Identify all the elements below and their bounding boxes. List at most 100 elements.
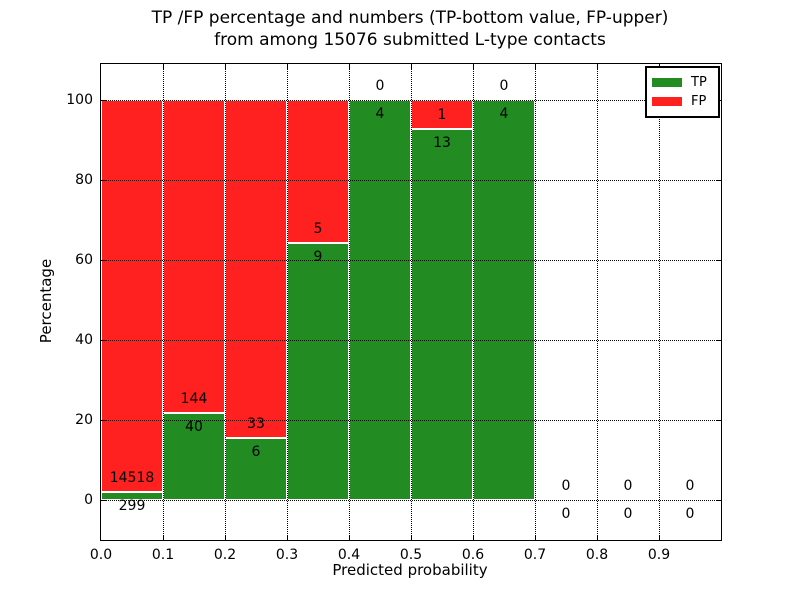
- legend: TP FP: [645, 66, 720, 118]
- y-tick-label: 0: [84, 492, 93, 508]
- x-tick: [287, 64, 288, 69]
- x-tick: [411, 64, 412, 69]
- tp-count-label: 4: [375, 106, 385, 122]
- x-axis-label: Predicted probability: [332, 561, 488, 579]
- tp-count-label: 0: [623, 506, 633, 522]
- x-tick: [535, 535, 536, 540]
- x-tick: [597, 535, 598, 540]
- legend-row: FP: [652, 92, 718, 111]
- x-tick-label: 0.3: [275, 547, 299, 563]
- y-gridline: [101, 500, 721, 501]
- bar-segment-tp: [101, 491, 163, 500]
- y-axis-label: Percentage: [37, 258, 55, 344]
- x-tick: [225, 64, 226, 69]
- y-tick: [101, 100, 106, 101]
- y-tick-label: 100: [66, 92, 93, 108]
- fp-count-label: 5: [313, 220, 323, 237]
- tp-count-label: 40: [185, 419, 203, 436]
- x-tick-label: 0.8: [585, 547, 609, 563]
- x-tick-label: 0.5: [399, 547, 423, 563]
- y-gridline: [101, 180, 721, 181]
- y-tick-label: 20: [75, 412, 93, 428]
- y-tick: [716, 340, 721, 341]
- bar-segment-tp: [163, 413, 225, 500]
- y-tick: [101, 340, 106, 341]
- x-tick-label: 0.2: [213, 547, 237, 563]
- tp-count-label: 4: [499, 106, 509, 122]
- x-tick-label: 0.7: [523, 547, 547, 563]
- fp-count-label: 14518: [109, 469, 155, 486]
- x-tick: [349, 64, 350, 69]
- x-tick-label: 0.1: [151, 547, 175, 563]
- bar-segment-fp: [225, 100, 287, 439]
- fp-count-label: 1: [437, 106, 447, 123]
- fp-count-label: 0: [375, 78, 385, 94]
- y-tick: [101, 260, 106, 261]
- x-tick: [473, 64, 474, 69]
- x-tick-label: 0.9: [647, 547, 671, 563]
- tp-count-label: 0: [561, 506, 571, 522]
- legend-label-tp: TP: [691, 75, 707, 90]
- y-gridline: [101, 100, 721, 101]
- bar-segment-tp: [473, 100, 535, 500]
- tp-count-label: 6: [251, 444, 261, 461]
- x-gridline: [163, 64, 164, 540]
- x-tick-label: 0.6: [461, 547, 485, 563]
- legend-row: TP: [652, 73, 718, 92]
- y-gridline: [101, 340, 721, 341]
- y-gridline: [101, 420, 721, 421]
- tp-count-label: 299: [118, 497, 146, 514]
- bar-segment-fp: [101, 100, 163, 492]
- x-gridline: [287, 64, 288, 540]
- x-tick: [287, 535, 288, 540]
- x-tick: [163, 535, 164, 540]
- legend-swatch-fp: [652, 97, 682, 106]
- legend-label-fp: FP: [691, 94, 707, 109]
- fp-count-label: 144: [180, 391, 208, 408]
- chart-title-line1: TP /FP percentage and numbers (TP-bottom…: [151, 8, 669, 28]
- x-gridline: [535, 64, 536, 540]
- fp-count-label: 0: [623, 478, 633, 494]
- chart-title-line2: from among 15076 submitted L-type contac…: [214, 30, 606, 50]
- x-tick: [473, 535, 474, 540]
- tp-count-label: 9: [313, 248, 323, 265]
- y-tick: [101, 420, 106, 421]
- fp-count-label: 33: [247, 416, 265, 433]
- y-tick: [101, 180, 106, 181]
- y-tick: [716, 500, 721, 501]
- fp-count-label: 0: [561, 478, 571, 494]
- tp-count-label: 0: [685, 506, 695, 522]
- x-gridline: [349, 64, 350, 540]
- bar-segment-tp: [349, 100, 411, 500]
- y-gridline: [101, 260, 721, 261]
- y-tick: [716, 420, 721, 421]
- chart-title: TP /FP percentage and numbers (TP-bottom…: [100, 7, 720, 51]
- legend-swatch-tp: [652, 78, 682, 87]
- tp-count-label: 13: [433, 134, 451, 151]
- bar-segment-tp: [411, 128, 473, 500]
- bar-segment-fp: [411, 100, 473, 129]
- plot-area: TP FP 14518 299 144 40 33 6 5 9 0 4 1 13 0 4 0 0 0 0 0 0 0.0 0…: [66, 63, 722, 563]
- y-tick-label: 80: [75, 172, 93, 188]
- x-tick: [659, 535, 660, 540]
- y-tick: [716, 180, 721, 181]
- x-gridline: [225, 64, 226, 540]
- x-gridline: [411, 64, 412, 540]
- x-tick: [163, 64, 164, 69]
- x-tick: [597, 64, 598, 69]
- fp-count-label: 0: [685, 478, 695, 494]
- x-tick: [411, 535, 412, 540]
- bar-segment-tp: [287, 242, 349, 500]
- y-tick-label: 40: [75, 332, 93, 348]
- x-gridline: [597, 64, 598, 540]
- y-tick: [716, 260, 721, 261]
- fp-count-label: 0: [499, 78, 509, 94]
- x-gridline: [659, 64, 660, 540]
- x-tick: [535, 64, 536, 69]
- x-gridline: [473, 64, 474, 540]
- x-tick: [225, 535, 226, 540]
- y-tick: [101, 500, 106, 501]
- x-tick-label: 0.4: [337, 547, 361, 563]
- y-tick-label: 60: [75, 252, 93, 268]
